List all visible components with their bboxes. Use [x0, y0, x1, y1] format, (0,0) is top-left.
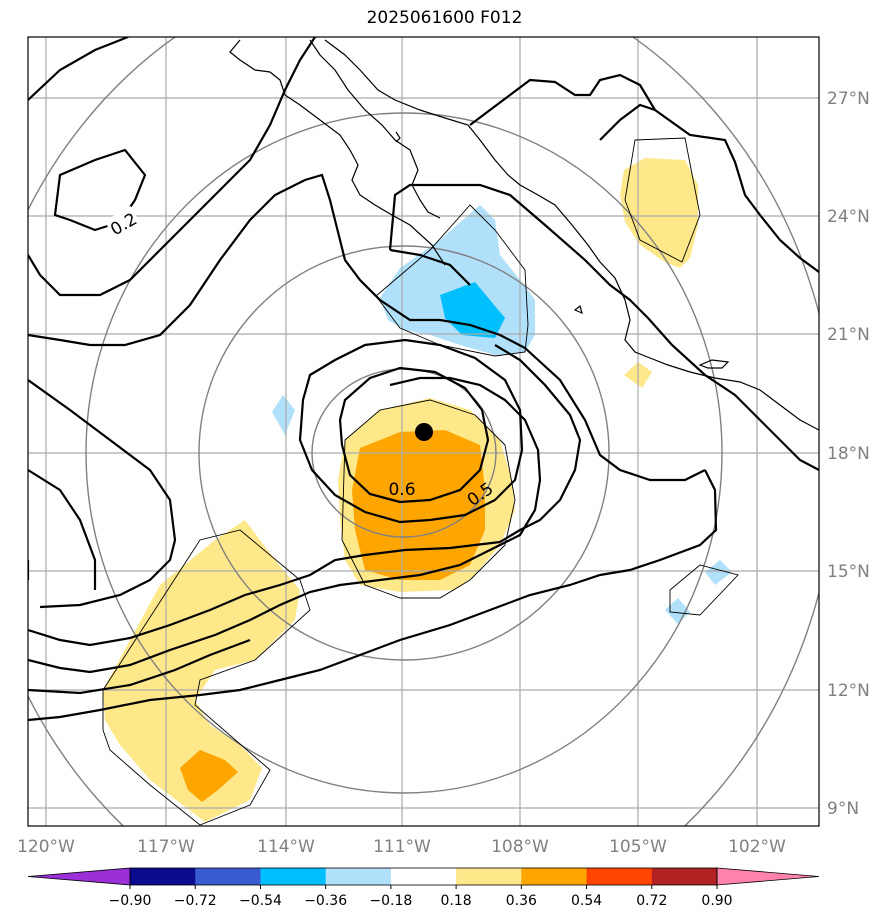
shading-outlines	[102, 137, 739, 826]
lon-label: 102°W	[728, 837, 786, 857]
storm-center-marker	[415, 423, 433, 441]
lat-label: 24°N	[827, 207, 870, 227]
colorbar-tick-label: −0.54	[239, 893, 282, 909]
colorbar-tick-label: −0.72	[174, 893, 217, 909]
lat-label: 27°N	[827, 89, 870, 109]
colorbar-tick-label: 0.36	[506, 893, 537, 909]
shading-positive	[103, 158, 698, 822]
colorbar-segment	[521, 868, 588, 885]
lon-label: 105°W	[609, 837, 667, 857]
lat-label: 12°N	[827, 681, 870, 701]
lon-label: 120°W	[17, 837, 75, 857]
colorbar-segment	[390, 868, 457, 885]
colorbar-segment	[456, 868, 522, 885]
contour-lines	[28, 37, 819, 722]
lat-label: 18°N	[827, 444, 870, 464]
colorbar-tick-label: −0.18	[369, 893, 412, 909]
coastlines	[229, 39, 819, 431]
lat-label: 21°N	[827, 325, 870, 345]
contour-label-0-2: 0.2	[107, 209, 140, 240]
colorbar-tick-label: 0.54	[571, 893, 602, 909]
colorbar-segment	[195, 868, 261, 885]
latitude-labels: 27°N 24°N 21°N 18°N 15°N 12°N 9°N	[827, 89, 870, 819]
map-area: 0.2 0.6 0.5	[28, 37, 819, 826]
shading-negative	[272, 205, 732, 624]
lat-label: 15°N	[827, 562, 870, 582]
colorbar-tick-label: −0.36	[304, 893, 347, 909]
lon-label: 111°W	[373, 837, 431, 857]
colorbar-segment	[130, 868, 196, 885]
colorbar-segment	[651, 868, 718, 885]
range-rings	[28, 37, 819, 826]
colorbar-tick-label: −0.90	[109, 893, 152, 909]
contour-label-0-6: 0.6	[388, 480, 415, 500]
lon-label: 108°W	[491, 837, 549, 857]
colorbar-segment	[325, 868, 392, 885]
colorbar-tick-label: 0.18	[441, 893, 472, 909]
colorbar-segment	[260, 868, 327, 885]
lon-label: 114°W	[257, 837, 315, 857]
lon-label: 117°W	[137, 837, 195, 857]
colorbar: −0.90 −0.72 −0.54 −0.36 −0.18 0.18 0.36 0.54 0.7…	[27, 867, 820, 909]
colorbar-tick-label: 0.72	[636, 893, 667, 909]
lat-label: 9°N	[827, 799, 859, 819]
map-frame	[27, 36, 820, 827]
colorbar-segment	[586, 868, 653, 885]
plot-title: 2025061600 F012	[366, 8, 523, 28]
colorbar-extend-high	[716, 867, 820, 886]
colorbar-extend-low	[27, 867, 131, 886]
colorbar-outline	[129, 867, 718, 886]
colorbar-tick-label: 0.90	[701, 893, 732, 909]
longitude-labels: 120°W 117°W 114°W 111°W 108°W 105°W 102°…	[17, 837, 786, 857]
gridlines	[28, 37, 819, 826]
